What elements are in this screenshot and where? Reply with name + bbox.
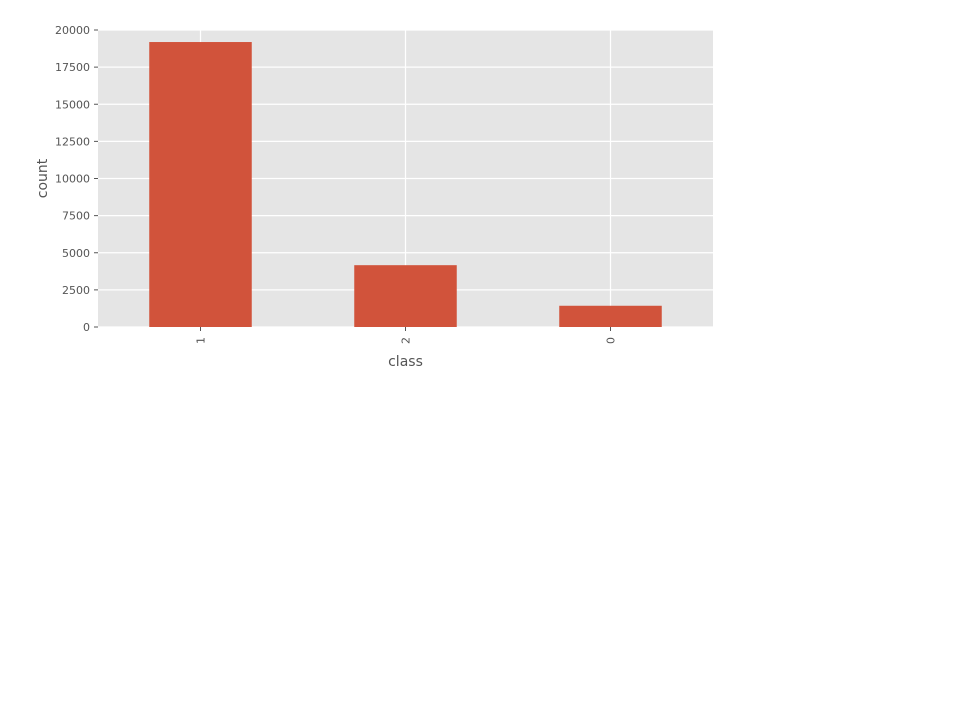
y-tick-label: 2500 [62, 284, 90, 297]
y-tick-label: 20000 [55, 24, 90, 37]
x-tick-label: 0 [605, 337, 618, 344]
x-axis-label: class [388, 354, 423, 370]
y-tick-label: 7500 [62, 210, 90, 223]
y-tick-label: 17500 [55, 61, 90, 74]
bar [354, 265, 457, 327]
bar [149, 42, 252, 327]
y-tick-label: 5000 [62, 247, 90, 260]
y-tick-label: 10000 [55, 173, 90, 186]
y-axis-label: count [35, 158, 51, 198]
bar [559, 305, 662, 327]
y-tick-label: 0 [83, 321, 90, 334]
x-tick-label: 2 [400, 337, 413, 344]
x-axis-ticks: 1 2 0 [195, 327, 618, 344]
y-tick-label: 15000 [55, 98, 90, 111]
y-tick-label: 12500 [55, 135, 90, 148]
bars [149, 42, 662, 327]
x-tick-label: 1 [195, 337, 208, 344]
y-axis-ticks: 0 2500 5000 7500 10000 12500 15000 17500 20000 [55, 24, 98, 334]
